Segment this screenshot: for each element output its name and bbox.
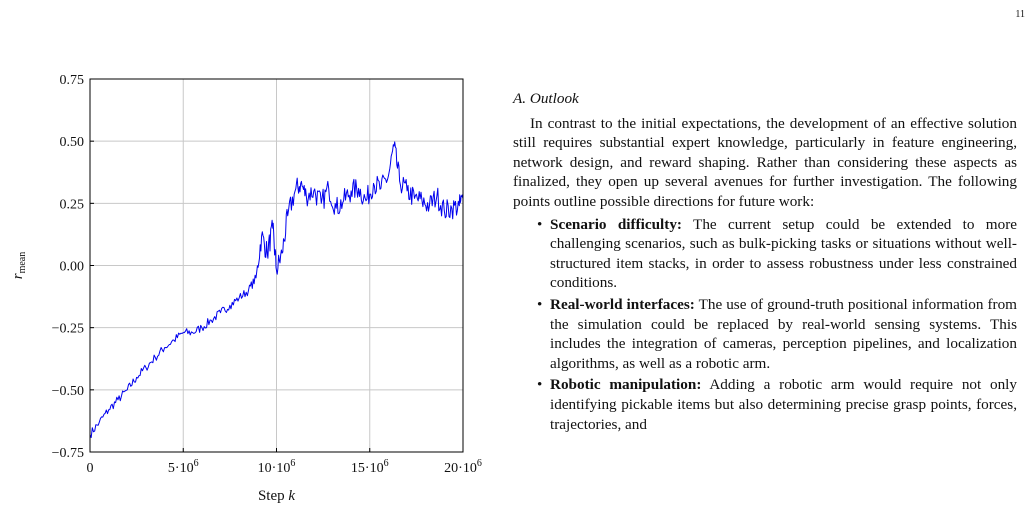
y-tick-label: 0.75 [60,73,85,88]
x-axis-label: Step k [258,488,295,504]
x-tick-label: 5·106 [168,458,199,476]
outlook-item-text: The use of ground-truth positional infor… [550,295,1017,372]
outlook-item-text: The current setup could be extended to m… [550,215,1018,292]
x-tick-label: 15·106 [351,458,389,476]
outlook-item: Scenario difficulty: The current setup c… [537,215,1018,293]
outlook-item-title: Robotic manipulation: [550,376,702,394]
section-heading: A. Outlook [513,90,579,107]
outlook-section: A. Outlook In contrast to the initial ex… [513,89,1017,436]
outlook-item-text: Adding a robotic arm would require not o… [550,376,1017,433]
x-tick-label: 10·106 [258,458,296,476]
page-number: 11 [1015,9,1025,20]
outlook-item-title: Real-world interfaces: [550,295,695,313]
y-tick-label: 0.00 [60,260,85,275]
outlook-list: Scenario difficulty: The current setup c… [513,215,1017,435]
y-tick-label: 0.25 [60,197,85,212]
outlook-item: Robotic manipulation: Adding a robotic a… [537,375,1017,434]
x-tick-label: 20·106 [444,458,482,476]
chart-ticks: 0 5·106 10·106 15·106 20·106 0.75 0.50 0.25 0.00… [52,73,482,476]
outlook-item-title: Scenario difficulty: [550,215,682,233]
y-tick-label: −0.75 [52,446,84,461]
chart-grid [90,79,463,452]
reward-chart: 0 5·106 10·106 15·106 20·106 0.75 0.50 0.25 0.00… [10,73,482,504]
x-tick-label: 0 [87,461,94,476]
series-line [89,141,464,438]
outlook-item: Real-world interfaces: The use of ground… [537,295,1017,373]
y-tick-label: −0.50 [52,384,84,399]
intro-paragraph: In contrast to the initial expectations,… [513,114,1017,210]
y-tick-label: 0.50 [60,135,85,150]
y-axis-label: rmean [10,252,28,280]
y-tick-label: −0.25 [52,322,84,337]
plot-frame [89,78,464,453]
